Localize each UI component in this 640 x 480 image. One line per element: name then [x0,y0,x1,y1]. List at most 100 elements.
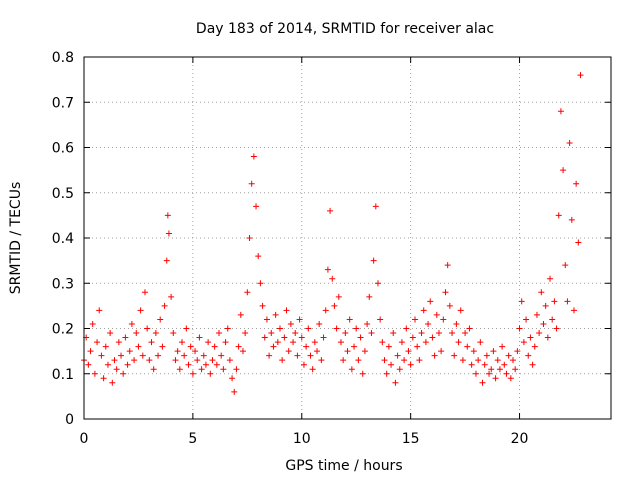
data-point [102,343,109,350]
data-point [205,339,212,346]
data-point [575,239,582,246]
data-point [144,325,151,332]
data-point [427,298,434,305]
data-point [333,325,340,332]
data-point [466,325,473,332]
data-point [324,266,331,273]
data-point [372,203,379,210]
data-point [455,339,462,346]
data-point [231,388,238,395]
data-point [159,343,166,350]
data-point [444,262,451,269]
data-point [164,212,171,219]
data-point [551,298,558,305]
data-point [488,366,495,373]
data-point [394,352,401,359]
data-point [547,275,554,282]
data-point [100,375,107,382]
data-point [407,361,414,368]
data-point [115,339,122,346]
data-point [442,289,449,296]
y-tick-label: 0.3 [52,276,74,292]
data-point [409,334,416,341]
y-tick-label: 0.1 [52,367,74,383]
data-point [276,325,283,332]
data-point [557,108,564,115]
data-point [148,339,155,346]
x-tick-label: 5 [188,431,197,447]
data-point [209,357,216,364]
data-point [161,302,168,309]
data-point [218,352,225,359]
data-point [261,334,268,341]
data-point [316,320,323,327]
data-point [226,357,233,364]
data-point [303,343,310,350]
data-point [283,307,290,314]
data-point [170,330,177,337]
data-point [307,352,314,359]
data-point [440,316,447,323]
data-point [248,180,255,187]
data-point [174,348,181,355]
data-point [196,334,203,341]
data-point [268,330,275,337]
data-point [414,343,421,350]
data-point [185,361,192,368]
data-point [279,357,286,364]
data-point [518,298,525,305]
data-point [259,302,266,309]
data-point [187,343,194,350]
data-point [155,352,162,359]
data-point [562,262,569,269]
data-point [85,361,92,368]
data-point [257,280,264,287]
data-point [527,334,534,341]
data-point [501,361,508,368]
data-point [370,257,377,264]
data-point [300,361,307,368]
data-point [379,339,386,346]
data-point [120,370,127,377]
data-point [126,348,133,355]
data-point [418,330,425,337]
data-point [544,334,551,341]
data-point [287,320,294,327]
data-point [250,153,257,160]
data-point [194,357,201,364]
data-point [335,293,342,300]
data-point [200,352,207,359]
data-point [189,370,196,377]
data-point [377,316,384,323]
data-point [366,293,373,300]
data-point [298,334,305,341]
data-point [364,320,371,327]
x-tick-label: 0 [80,431,89,447]
data-point [566,139,573,146]
data-point [420,307,427,314]
data-point [357,334,364,341]
data-point [318,357,325,364]
chart-title: Day 183 of 2014, SRMTID for receiver ala… [196,21,494,37]
data-point [346,316,353,323]
data-point [111,357,118,364]
data-point [525,352,532,359]
data-point [157,316,164,323]
data-point [244,289,251,296]
data-point [573,180,580,187]
data-point [340,357,347,364]
data-point [165,230,172,237]
data-point [496,366,503,373]
data-point [322,307,329,314]
y-tick-label: 0.6 [52,141,74,157]
data-point [368,330,375,337]
data-point [270,343,277,350]
x-tick-label: 20 [511,431,529,447]
data-point [390,330,397,337]
data-point [235,343,242,350]
data-point [202,361,209,368]
data-point [192,348,199,355]
data-point [91,370,98,377]
data-point [124,361,131,368]
